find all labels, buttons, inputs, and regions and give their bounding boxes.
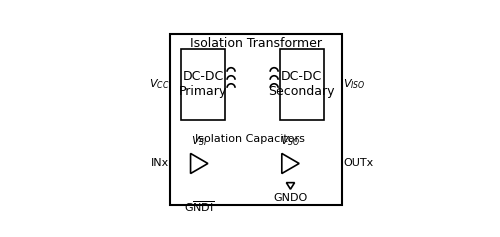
Polygon shape [190, 153, 208, 173]
Text: GNDO: GNDO [274, 193, 308, 203]
Text: $V_{CC}$: $V_{CC}$ [149, 77, 170, 91]
Text: INx: INx [152, 159, 170, 169]
Text: Isolation Capacitors: Isolation Capacitors [195, 134, 305, 144]
Text: $V_{SI}$: $V_{SI}$ [191, 134, 208, 148]
Text: $V_{ISO}$: $V_{ISO}$ [343, 77, 365, 91]
Bar [280, 49, 324, 120]
Text: $\mathrm{G\overline{NDI}}$: $\mathrm{G\overline{NDI}}$ [184, 199, 214, 214]
Polygon shape [286, 183, 294, 189]
Text: DC-DC
Secondary: DC-DC Secondary [268, 70, 335, 98]
Polygon shape [282, 153, 299, 173]
Text: $V_{SO}$: $V_{SO}$ [280, 134, 300, 148]
Text: OUTx: OUTx [343, 159, 373, 169]
Text: DC-DC
Primary: DC-DC Primary [179, 70, 228, 98]
Bar [182, 49, 225, 120]
Text: Isolation Transformer: Isolation Transformer [190, 37, 322, 50]
